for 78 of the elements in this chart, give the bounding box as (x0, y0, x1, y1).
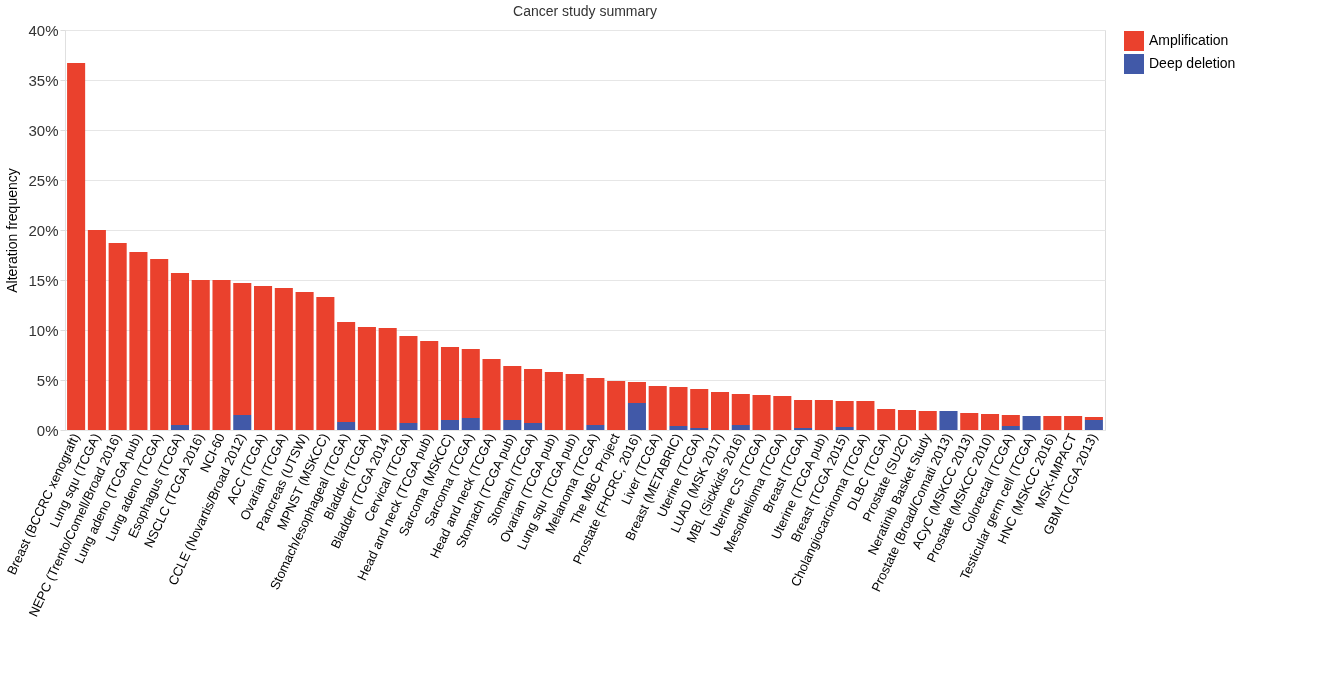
bar (877, 409, 896, 430)
bar (191, 280, 210, 430)
chart-title: Cancer study summary (513, 3, 657, 19)
bar (337, 422, 356, 430)
bar (87, 230, 106, 430)
bar (461, 418, 480, 430)
bar (129, 252, 148, 430)
bar (399, 336, 418, 423)
bar (233, 283, 252, 415)
bar (607, 381, 626, 430)
bar (897, 410, 916, 430)
bar (108, 243, 127, 430)
bar (212, 280, 231, 430)
bar (1001, 415, 1020, 426)
bar (274, 288, 293, 430)
y-tick-label: 30% (28, 121, 59, 139)
bar (337, 322, 356, 422)
bar (814, 400, 833, 430)
legend-label: Amplification (1149, 32, 1229, 48)
bar (399, 423, 418, 430)
bar (150, 259, 169, 430)
bar (669, 387, 688, 426)
bar (482, 359, 501, 430)
bar (690, 389, 709, 428)
bar (170, 425, 189, 430)
bar (544, 372, 563, 430)
bar (295, 292, 314, 430)
y-tick-label: 20% (28, 221, 59, 239)
bar (731, 425, 750, 430)
bar (1084, 417, 1103, 420)
bar (67, 63, 86, 430)
bar (835, 401, 854, 427)
bar (731, 394, 750, 425)
bar (233, 415, 252, 430)
bar (918, 411, 937, 430)
bar (357, 327, 376, 430)
y-tick-label: 0% (36, 421, 59, 439)
bar (1022, 416, 1041, 430)
bar (586, 425, 605, 430)
bar (773, 396, 792, 430)
bar (440, 420, 460, 430)
bar (752, 395, 771, 430)
y-tick-label: 35% (28, 71, 59, 89)
bar (378, 328, 397, 430)
bar (856, 401, 875, 430)
bar (254, 286, 273, 430)
bar (503, 366, 522, 420)
bar (794, 400, 813, 428)
y-tick-label: 40% (28, 21, 59, 39)
bar (627, 403, 646, 430)
bar (627, 382, 646, 403)
bar (960, 413, 979, 430)
bar (710, 392, 730, 430)
bar (939, 411, 958, 430)
bar (524, 423, 543, 430)
bar (565, 374, 584, 430)
bar (981, 414, 1000, 430)
y-axis-title: Alteration frequency (4, 168, 21, 293)
bar (1064, 416, 1083, 430)
y-tick-label: 10% (28, 321, 59, 339)
bar (503, 420, 522, 430)
bar (316, 297, 335, 430)
bar (440, 347, 460, 420)
bar (1001, 426, 1020, 430)
bar (170, 273, 189, 425)
y-tick-label: 15% (28, 271, 59, 289)
bar (669, 426, 688, 430)
y-tick-label: 25% (28, 171, 59, 189)
bar (524, 369, 543, 423)
bar (835, 427, 854, 430)
y-tick-label: 5% (36, 371, 59, 389)
legend-label: Deep deletion (1149, 55, 1236, 71)
bar (461, 349, 480, 418)
bar (648, 386, 667, 430)
bar (1084, 420, 1103, 430)
bar (1043, 416, 1062, 430)
bar (586, 378, 605, 425)
bar (420, 341, 439, 430)
